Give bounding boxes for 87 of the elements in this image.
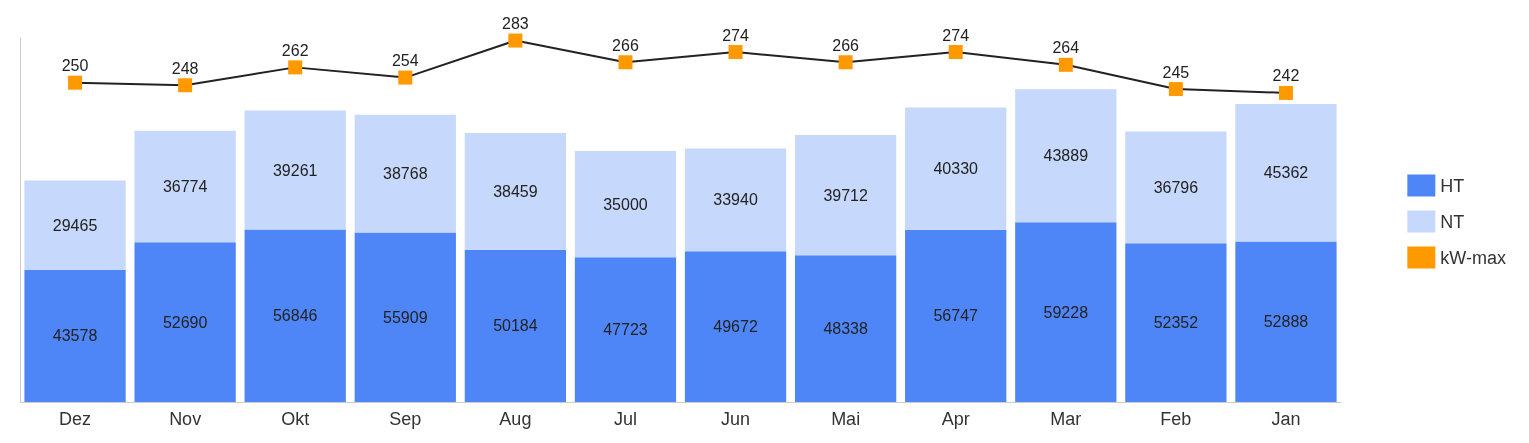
bar — [1125, 243, 1227, 402]
data-label: 266 — [832, 36, 860, 54]
data-label: 274 — [722, 26, 749, 44]
bar — [24, 180, 126, 270]
bar — [905, 107, 1007, 230]
x-tick-label: Mai — [831, 409, 861, 429]
bar — [1235, 241, 1337, 402]
data-label: 29465 — [52, 216, 98, 234]
data-label: 43578 — [52, 327, 98, 345]
point — [838, 55, 853, 70]
data-label: 52690 — [162, 313, 208, 331]
point — [618, 55, 633, 70]
data-label: 250 — [61, 57, 89, 75]
x-tick-label: Sep — [389, 409, 422, 429]
x-tick-label: Aug — [499, 409, 532, 429]
point — [728, 45, 743, 60]
bar — [244, 110, 346, 230]
point — [1278, 85, 1293, 100]
bar — [464, 133, 567, 250]
bar — [244, 229, 346, 402]
legend-label: HT — [1440, 175, 1465, 196]
data-label: 48338 — [823, 320, 868, 338]
data-label: 39261 — [272, 161, 318, 179]
point — [398, 70, 413, 85]
x-tick-label: Jul — [613, 409, 637, 429]
data-label: 254 — [391, 52, 419, 70]
data-label: 43889 — [1043, 147, 1089, 165]
data-label: 264 — [1052, 39, 1080, 57]
data-label: 36796 — [1153, 178, 1199, 196]
data-label: 59228 — [1043, 303, 1089, 321]
bar — [1015, 222, 1117, 402]
x-tick-label: Mar — [1050, 409, 1082, 429]
x-tick-label: Jun — [721, 409, 751, 429]
data-label: 52888 — [1263, 313, 1309, 331]
data-label: 40330 — [933, 160, 979, 178]
bar — [1015, 89, 1117, 223]
data-label: 38459 — [493, 182, 538, 200]
bar — [134, 242, 236, 402]
data-label: 33940 — [713, 191, 758, 209]
x-tick-label: Jan — [1271, 409, 1301, 429]
data-label: 248 — [171, 59, 199, 77]
x-tick-label: Okt — [281, 409, 310, 429]
bar — [1235, 103, 1337, 242]
data-label: 39712 — [823, 186, 868, 204]
bar — [574, 257, 677, 402]
x-tick-label: Dez — [59, 409, 92, 429]
bar — [354, 114, 456, 233]
data-label: 36774 — [162, 177, 208, 195]
bar — [464, 249, 567, 402]
bar — [794, 134, 897, 256]
legend-label: kW-max — [1440, 247, 1507, 268]
legend-label: NT — [1440, 211, 1465, 232]
point — [178, 78, 193, 93]
x-tick-label: Apr — [941, 409, 970, 429]
data-label: 38768 — [383, 165, 428, 183]
data-label: 47723 — [603, 321, 648, 339]
data-label: 52352 — [1153, 314, 1199, 332]
data-label: 262 — [281, 41, 309, 59]
data-label: 274 — [942, 26, 970, 44]
data-label: 242 — [1272, 67, 1300, 85]
data-label: 49672 — [713, 318, 758, 336]
bar — [1125, 131, 1227, 244]
point — [948, 45, 963, 60]
point — [68, 75, 83, 90]
data-label: 245 — [1162, 63, 1190, 81]
data-label: 45362 — [1263, 164, 1309, 182]
data-label: 266 — [612, 36, 639, 54]
bar — [794, 255, 897, 402]
x-tick-label: Feb — [1160, 409, 1192, 429]
bar — [684, 251, 787, 402]
bar — [684, 148, 787, 252]
point — [1058, 57, 1073, 72]
data-label: 56747 — [933, 307, 979, 325]
bar — [24, 269, 126, 402]
data-label: 283 — [502, 15, 529, 33]
point — [508, 33, 523, 48]
bar — [354, 232, 456, 402]
bar — [134, 130, 236, 243]
x-tick-label: Nov — [169, 409, 202, 429]
bar — [905, 229, 1007, 402]
data-label: 55909 — [383, 308, 428, 326]
data-label: 56846 — [272, 307, 318, 325]
bar — [574, 151, 677, 258]
data-label: 35000 — [603, 195, 648, 213]
data-label: 50184 — [493, 317, 538, 335]
point — [288, 60, 303, 75]
point — [1168, 82, 1183, 97]
